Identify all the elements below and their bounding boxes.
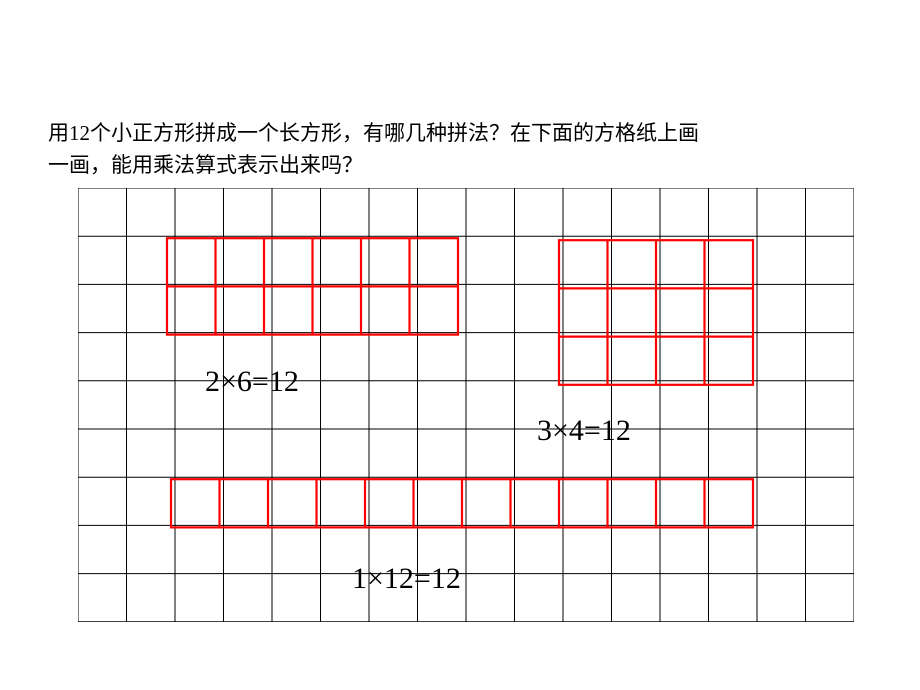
slide-container: 用12个小正方形拼成一个长方形，有哪几种拼法？在下面的方格纸上画 一画，能用乘法… [0,0,920,690]
eq-2x6: 2×6=12 [205,365,299,399]
eq-3x4: 3×4=12 [537,414,631,448]
grid-svg [78,188,854,622]
question-text: 用12个小正方形拼成一个长方形，有哪几种拼法？在下面的方格纸上画 一画，能用乘法… [48,118,699,181]
eq-1x12: 1×12=12 [352,562,461,596]
question-line-2: 一画，能用乘法算式表示出来吗？ [48,153,363,177]
question-line-1: 用12个小正方形拼成一个长方形，有哪几种拼法？在下面的方格纸上画 [48,121,699,145]
grid-area [78,188,854,622]
